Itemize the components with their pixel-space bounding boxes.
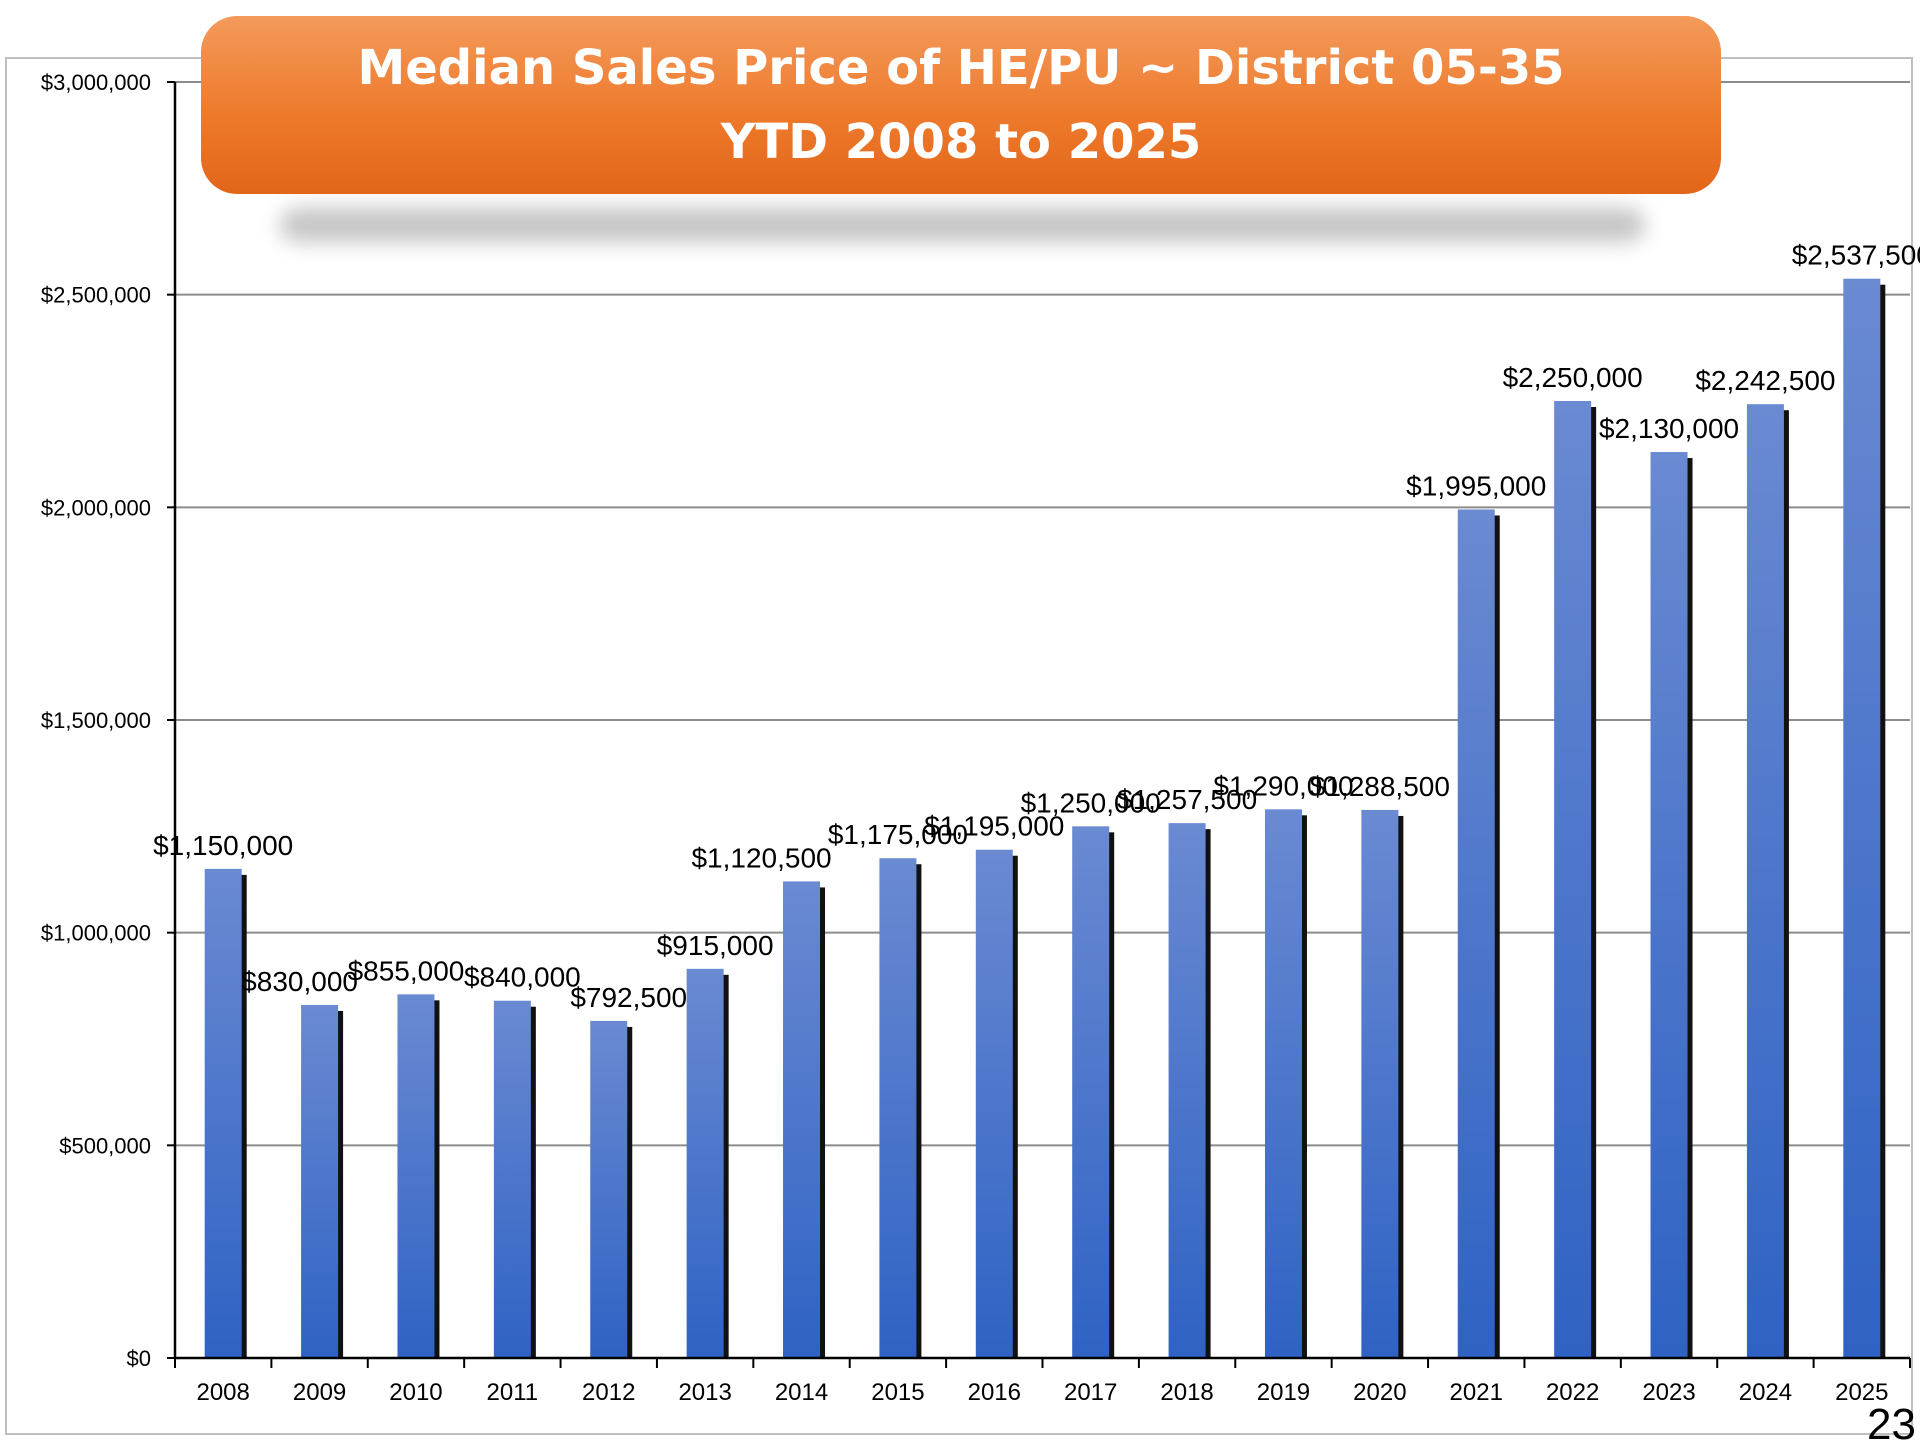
chart-title-banner: Median Sales Price of HE/PU ~ District 0… xyxy=(201,16,1721,194)
x-tick-label: 2011 xyxy=(487,1379,539,1406)
y-axis-tick-labels: $0 $500,000 $1,000,000 $1,500,000 $2,000,000… xyxy=(41,70,151,1371)
data-label: $1,995,000 xyxy=(1406,470,1546,501)
data-label: $1,250,000 xyxy=(1021,787,1161,818)
y-tick-label: $500,000 xyxy=(59,1133,151,1158)
bar xyxy=(975,849,1013,1358)
y-tick-label: $3,000,000 xyxy=(41,70,151,95)
data-label: $840,000 xyxy=(464,962,581,993)
x-tick-label: 2016 xyxy=(968,1379,1021,1406)
data-label: $2,537,500 xyxy=(1792,240,1920,271)
x-tick-label: 2021 xyxy=(1450,1379,1503,1406)
data-label: $1,288,500 xyxy=(1310,771,1450,802)
data-label: $1,150,000 xyxy=(153,830,293,861)
bar xyxy=(686,968,724,1358)
bar xyxy=(1554,401,1592,1358)
x-tick-label: 2010 xyxy=(389,1379,442,1406)
bar xyxy=(1168,823,1206,1358)
data-labels: $1,150,000 $830,000$855,000 $840,000$792,5… xyxy=(153,240,1920,1013)
x-tick-label: 2015 xyxy=(871,1379,924,1406)
y-tick-label: $1,500,000 xyxy=(41,708,151,733)
bar xyxy=(493,1000,531,1358)
page-number: 23 xyxy=(1867,1400,1916,1449)
bar xyxy=(204,868,242,1358)
axes xyxy=(173,82,1910,1360)
x-tick-label: 2009 xyxy=(293,1379,346,1406)
title-shadow xyxy=(280,208,1645,242)
x-tick-label: 2019 xyxy=(1257,1379,1310,1406)
data-label: $1,195,000 xyxy=(924,811,1064,842)
x-tick-label: 2012 xyxy=(582,1379,635,1406)
chart-title: Median Sales Price of HE/PU ~ District 0… xyxy=(357,40,1565,96)
data-label: $1,290,000 xyxy=(1213,770,1353,801)
chart-subtitle: YTD 2008 to 2025 xyxy=(720,114,1202,170)
x-tick-label: 2014 xyxy=(775,1379,828,1406)
bar xyxy=(1457,509,1495,1359)
data-label: $1,257,500 xyxy=(1117,784,1257,815)
x-tick-label: 2017 xyxy=(1064,1379,1117,1406)
bars xyxy=(204,278,1886,1359)
x-axis-tick-labels: 2008 2009 2010 2011 2012 2013 2014 2015 2016 2017… xyxy=(196,1379,1888,1406)
x-tick-label: 2013 xyxy=(678,1379,731,1406)
data-label: $792,500 xyxy=(570,982,687,1013)
y-tick-label: $0 xyxy=(127,1346,151,1371)
data-label: $855,000 xyxy=(348,955,465,986)
bar xyxy=(1072,826,1110,1358)
data-label: $830,000 xyxy=(241,966,358,997)
bar xyxy=(1361,809,1399,1358)
x-tick-label: 2018 xyxy=(1160,1379,1213,1406)
data-label: $2,130,000 xyxy=(1599,413,1739,444)
chart-frame xyxy=(5,57,1913,1435)
bar xyxy=(1746,404,1784,1358)
bar xyxy=(1843,278,1881,1358)
bar xyxy=(301,1004,339,1358)
data-label: $2,250,000 xyxy=(1503,362,1643,393)
data-label: $915,000 xyxy=(657,930,774,961)
data-label: $1,175,000 xyxy=(828,819,968,850)
y-tick-label: $2,500,000 xyxy=(41,283,151,308)
bar xyxy=(783,881,821,1358)
x-tick-label: 2025 xyxy=(1835,1379,1888,1406)
x-tick-label: 2008 xyxy=(196,1379,249,1406)
x-tick-label: 2022 xyxy=(1546,1379,1599,1406)
data-label: $1,120,500 xyxy=(691,842,831,873)
x-tick-label: 2020 xyxy=(1353,1379,1406,1406)
bar xyxy=(1650,452,1688,1358)
bar xyxy=(590,1020,628,1358)
y-tick-label: $1,000,000 xyxy=(41,921,151,946)
bar xyxy=(397,994,435,1358)
data-label: $2,242,500 xyxy=(1695,365,1835,396)
x-tick-label: 2024 xyxy=(1739,1379,1792,1406)
y-tick-label: $2,000,000 xyxy=(41,495,151,520)
bar xyxy=(1264,809,1302,1358)
x-tick-label: 2023 xyxy=(1642,1379,1695,1406)
bar xyxy=(879,858,917,1358)
